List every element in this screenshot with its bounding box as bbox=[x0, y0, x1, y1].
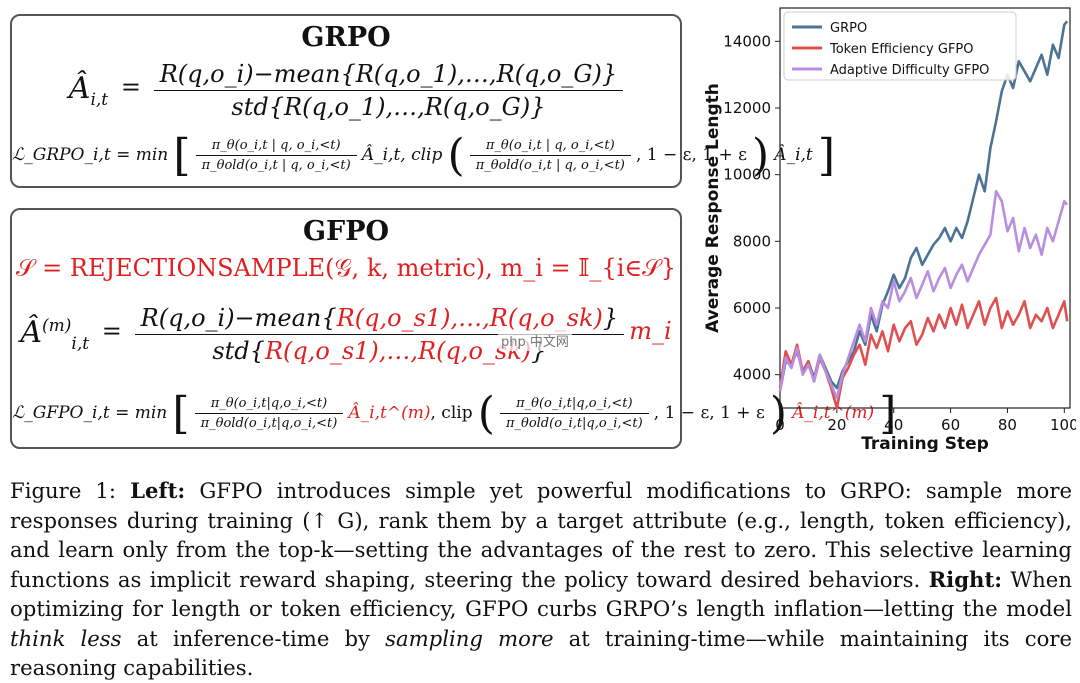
gfpo-mask-multiplier: m_i bbox=[629, 317, 672, 345]
caption-left-text: GFPO introduces simple yet powerful modi… bbox=[10, 478, 1072, 592]
x-tick-label: 100 bbox=[1050, 416, 1076, 434]
gfpo-adv-subscript: i,t bbox=[71, 334, 90, 354]
grpo-clip-ratio-den: π_θold(o_i,t | q, o_i,<t) bbox=[475, 158, 625, 173]
grpo-clip-ratio-fraction: π_θ(o_i,t | q, o_i,<t) π_θold(o_i,t | q,… bbox=[469, 138, 631, 173]
x-tick-label: 20 bbox=[827, 416, 846, 434]
grpo-adv-clip: Â_i,t, clip bbox=[361, 145, 443, 165]
series-line-2 bbox=[778, 296, 1069, 410]
caption-left-label: Left: bbox=[130, 478, 186, 503]
gfpo-ratio-den: π_θold(o_i,t|q,o_i,<t) bbox=[200, 416, 338, 431]
gfpo-clip-label: , clip bbox=[430, 403, 473, 423]
grpo-advantage-fraction: R(q,o_i)−mean{R(q,o_1),…,R(q,o_G)} std{R… bbox=[153, 60, 624, 121]
grpo-ratio-num: π_θ(o_i,t | q, o_i,<t) bbox=[195, 138, 357, 156]
grpo-loss-lhs: ℒ_GRPO_i,t = min bbox=[12, 145, 169, 165]
caption-emphasis-think-less: think less bbox=[10, 625, 122, 651]
gfpo-ratio-fraction: π_θ(o_i,t|q,o_i,<t) π_θold(o_i,t|q,o_i,<… bbox=[194, 396, 344, 431]
caption-emphasis-sampling-more: sampling more bbox=[385, 625, 554, 651]
gfpo-advantage-fraction: R(q,o_i)−mean{R(q,o_s1),…,R(q,o_sk)} std… bbox=[134, 304, 625, 365]
legend-label-3: Adaptive Difficulty GFPO bbox=[830, 63, 989, 78]
grpo-adv-numerator: R(q,o_i)−mean{R(q,o_1),…,R(q,o_G)} bbox=[153, 60, 624, 91]
gfpo-clip-ratio-den: π_θold(o_i,t|q,o_i,<t) bbox=[505, 416, 643, 431]
gfpo-equation-panel: GFPO 𝒮 = REJECTIONSAMPLE(𝒢, k, metric), … bbox=[10, 208, 897, 449]
grpo-equation-panel: GRPO Âi,t = R(q,o_i)−mean{R(q,o_1),…,R(q… bbox=[10, 14, 836, 188]
gfpo-loss-equation: ℒ_GFPO_i,t = min [ π_θ(o_i,t|q,o_i,<t) π… bbox=[12, 388, 897, 439]
y-tick-label: 12000 bbox=[723, 99, 771, 117]
gfpo-adv-red: Â_i,t^(m) bbox=[348, 403, 431, 423]
gfpo-adv-superscript: (m) bbox=[42, 316, 72, 336]
plot-frame bbox=[779, 7, 1071, 409]
grpo-ratio-den: π_θold(o_i,t | q, o_i,<t) bbox=[201, 158, 351, 173]
gfpo-selection-equation: 𝒮 = REJECTIONSAMPLE(𝒢, k, metric), m_i =… bbox=[15, 254, 677, 282]
gfpo-clip-ratio-num: π_θ(o_i,t|q,o_i,<t) bbox=[499, 396, 649, 414]
grpo-advantage-equation: Âi,t = R(q,o_i)−mean{R(q,o_1),…,R(q,o_G)… bbox=[12, 60, 680, 121]
x-axis-label: Training Step bbox=[861, 434, 989, 452]
series-line-3 bbox=[778, 190, 1069, 400]
y-tick-label: 4000 bbox=[733, 366, 771, 384]
y-axis-label: Average Response Length bbox=[703, 83, 723, 333]
grpo-adv-subscript: i,t bbox=[90, 90, 109, 110]
gfpo-adv-symbol: Â bbox=[20, 315, 42, 350]
caption-right-text-3: at training-time—while maintaining its c… bbox=[10, 625, 1072, 681]
series-line-1 bbox=[778, 20, 1069, 392]
caption-fig-label: Figure 1: bbox=[10, 478, 117, 503]
gfpo-adv-num-red: R(q,o_s1),…,R(q,o_sk) bbox=[336, 304, 603, 332]
y-tick-label: 14000 bbox=[723, 32, 771, 50]
legend-box bbox=[783, 11, 1017, 81]
grpo-adv-symbol: Â bbox=[68, 71, 91, 106]
x-tick-label: 60 bbox=[941, 416, 960, 434]
grpo-loss-equation: ℒ_GRPO_i,t = min [ π_θ(o_i,t | q, o_i,<t… bbox=[12, 130, 836, 181]
grpo-title: GRPO bbox=[301, 22, 391, 53]
caption-right-text-2: at inference-time by bbox=[136, 625, 371, 651]
gfpo-ratio-num: π_θ(o_i,t|q,o_i,<t) bbox=[194, 396, 344, 414]
caption-right-text-1: When optimizing for length or token effi… bbox=[10, 566, 1072, 622]
gfpo-adv-den-red: R(q,o_s1),…,R(q,o_sk) bbox=[264, 337, 532, 365]
grpo-clip-ratio-num: π_θ(o_i,t | q, o_i,<t) bbox=[469, 138, 631, 156]
grpo-clip-tail: , 1 − ε, 1 + ε bbox=[635, 145, 747, 165]
gfpo-advantage-equation: Â(m)i,t = R(q,o_i)−mean{R(q,o_s1),…,R(q,… bbox=[20, 304, 672, 365]
legend-label-1: GRPO bbox=[830, 21, 867, 36]
y-tick-label: 8000 bbox=[733, 232, 771, 250]
grpo-adv-end: Â_i,t bbox=[774, 145, 813, 165]
gfpo-adv-num-black: R(q,o_i)−mean bbox=[140, 304, 322, 332]
x-tick-label: 40 bbox=[884, 416, 903, 434]
grpo-ratio-fraction: π_θ(o_i,t | q, o_i,<t) π_θold(o_i,t | q,… bbox=[195, 138, 357, 173]
response-length-chart: 0 20 40 60 80 100 4000 6000 8000 10000 12000 14000 T… bbox=[703, 7, 1076, 452]
gfpo-clip-tail: , 1 − ε, 1 + ε bbox=[653, 403, 765, 423]
grpo-adv-denominator: std{R(q,o_1),…,R(q,o_G)} bbox=[231, 93, 546, 121]
y-tick-label: 10000 bbox=[723, 166, 771, 184]
gfpo-title: GFPO bbox=[302, 216, 390, 247]
y-tick-label: 6000 bbox=[733, 299, 771, 317]
gfpo-clip-ratio-fraction: π_θ(o_i,t|q,o_i,<t) π_θold(o_i,t|q,o_i,<… bbox=[499, 396, 649, 431]
x-tick-label: 0 bbox=[775, 416, 785, 434]
figure-caption: Figure 1: Left: GFPO introduces simple y… bbox=[10, 476, 1072, 683]
gfpo-loss-lhs: ℒ_GFPO_i,t = min bbox=[12, 403, 168, 423]
watermark-badge: php 中文网 bbox=[498, 330, 572, 351]
x-tick-label: 80 bbox=[998, 416, 1017, 434]
gfpo-adv-den-black: std bbox=[212, 337, 250, 365]
legend-label-2: Token Efficiency GFPO bbox=[829, 42, 974, 57]
caption-right-label: Right: bbox=[928, 566, 1003, 592]
